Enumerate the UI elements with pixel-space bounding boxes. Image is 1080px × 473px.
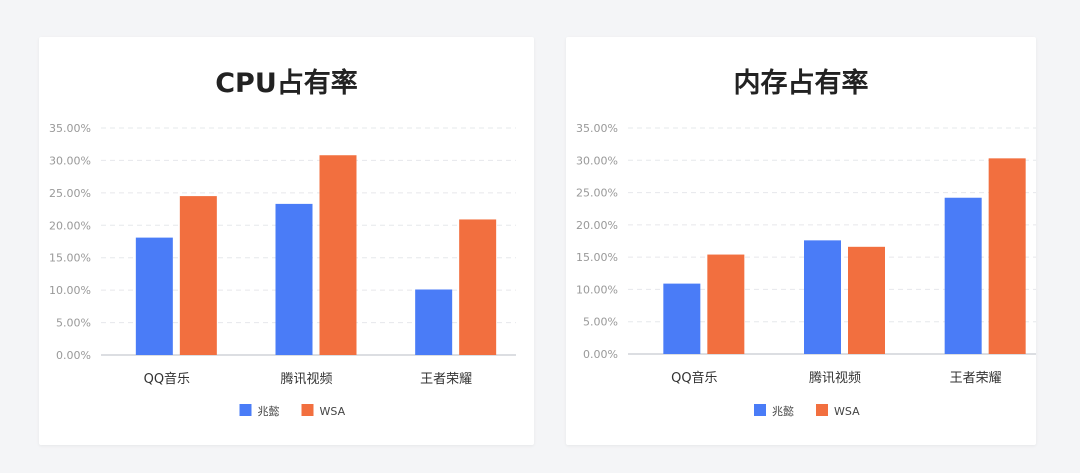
bar-series-0 xyxy=(663,283,701,354)
y-tick-label: 10.00% xyxy=(576,283,618,296)
bar-series-1 xyxy=(707,254,745,354)
y-tick-label: 25.00% xyxy=(576,187,618,200)
x-tick-label: QQ音乐 xyxy=(671,370,717,386)
y-tick-label: 5.00% xyxy=(583,316,618,329)
y-tick-label: 30.00% xyxy=(49,154,91,167)
bar-series-0 xyxy=(135,237,173,355)
cpu-chart-card: CPU占有率 0.00% 5.00% 10.00% 15.00% 20.00% 25.00… xyxy=(39,37,534,445)
legend-swatch xyxy=(239,404,252,416)
memory-bar-chart: 0.00% 5.00% 10.00% 15.00% 20.00% 25.00% 30.00%… xyxy=(576,122,1036,418)
y-tick-label: 15.00% xyxy=(49,252,91,265)
bar-series-1 xyxy=(319,155,357,355)
y-tick-label: 35.00% xyxy=(49,122,91,135)
bar-series-0 xyxy=(275,203,313,355)
legend-label: 兆懿 xyxy=(258,404,280,418)
legend-swatch xyxy=(816,404,828,416)
bar-series-1 xyxy=(459,219,497,355)
memory-chart-card: 内存占有率 0.00% 5.00% 10.00% 15.00% 20.00% 25.00%… xyxy=(566,37,1036,445)
x-tick-label: 腾讯视频 xyxy=(809,370,861,386)
x-tick-label: 王者荣耀 xyxy=(950,371,1002,386)
y-tick-label: 20.00% xyxy=(49,219,91,232)
y-tick-label: 15.00% xyxy=(576,251,618,264)
bar-series-1 xyxy=(848,246,885,354)
y-tick-label: 20.00% xyxy=(576,219,618,232)
y-tick-label: 35.00% xyxy=(576,122,618,135)
y-tick-label: 30.00% xyxy=(576,154,618,167)
legend-label: WSA xyxy=(834,405,860,418)
chart-title: 内存占有率 xyxy=(733,68,869,99)
y-tick-label: 5.00% xyxy=(56,317,91,330)
chart-title: CPU占有率 xyxy=(215,68,358,99)
y-tick-label: 0.00% xyxy=(583,348,618,361)
x-tick-label: QQ音乐 xyxy=(144,371,190,387)
y-tick-label: 10.00% xyxy=(49,284,91,297)
bar-series-0 xyxy=(804,240,841,354)
y-tick-label: 0.00% xyxy=(56,349,91,362)
legend-label: WSA xyxy=(320,405,346,418)
bar-series-0 xyxy=(415,289,453,355)
y-tick-label: 25.00% xyxy=(49,187,91,200)
bar-series-1 xyxy=(179,196,217,355)
cpu-bar-chart: 0.00% 5.00% 10.00% 15.00% 20.00% 25.00% 30.00%… xyxy=(49,122,516,418)
x-tick-label: 腾讯视频 xyxy=(280,371,332,387)
legend-swatch xyxy=(754,404,766,416)
x-tick-label: 王者荣耀 xyxy=(420,372,472,387)
legend-label: 兆懿 xyxy=(772,404,794,418)
bar-series-0 xyxy=(944,197,982,354)
legend-swatch xyxy=(301,404,314,416)
bar-series-1 xyxy=(988,158,1026,354)
